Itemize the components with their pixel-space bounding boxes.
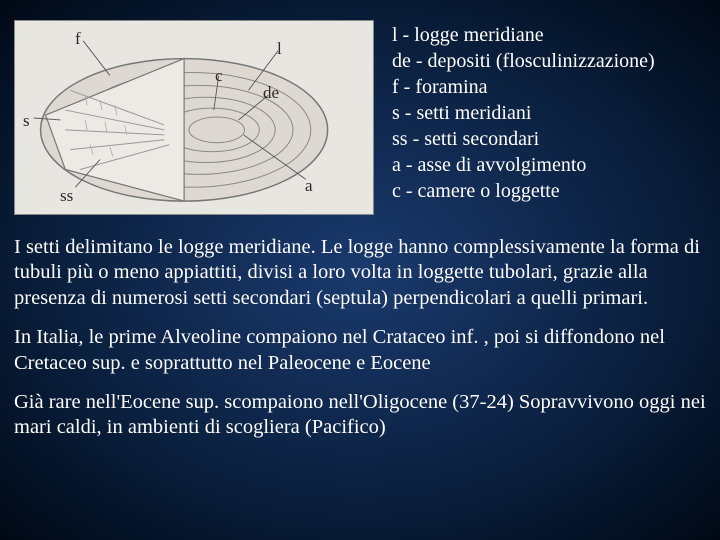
paragraph-3: Già rare nell'Eocene sup. scompaiono nel… bbox=[14, 390, 706, 441]
paragraph-2: In Italia, le prime Alveoline compaiono … bbox=[14, 325, 706, 376]
figure-label-s: s bbox=[23, 111, 30, 131]
legend-item: ss - setti secondari bbox=[392, 126, 655, 152]
paragraph-1: I setti delimitano le logge meridiane. L… bbox=[14, 235, 706, 311]
legend-list: l - logge meridiane de - depositi (flosc… bbox=[392, 20, 655, 204]
figure-label-l: l bbox=[277, 39, 282, 59]
figure-label-de: de bbox=[263, 83, 279, 103]
legend-item: a - asse di avvolgimento bbox=[392, 152, 655, 178]
body-text: I setti delimitano le logge meridiane. L… bbox=[0, 225, 720, 441]
figure-label-c: c bbox=[215, 66, 223, 86]
figure-label-f: f bbox=[75, 29, 81, 49]
top-section: f l c de s ss a l - logge meridiane de -… bbox=[0, 0, 720, 225]
legend-item: l - logge meridiane bbox=[392, 22, 655, 48]
legend-item: s - setti meridiani bbox=[392, 100, 655, 126]
figure-label-a: a bbox=[305, 176, 313, 196]
figure-label-ss: ss bbox=[60, 186, 73, 206]
legend-item: f - foramina bbox=[392, 74, 655, 100]
legend-item: de - depositi (flosculinizzazione) bbox=[392, 48, 655, 74]
diagram-figure: f l c de s ss a bbox=[14, 20, 374, 215]
legend-item: c - camere o loggette bbox=[392, 178, 655, 204]
